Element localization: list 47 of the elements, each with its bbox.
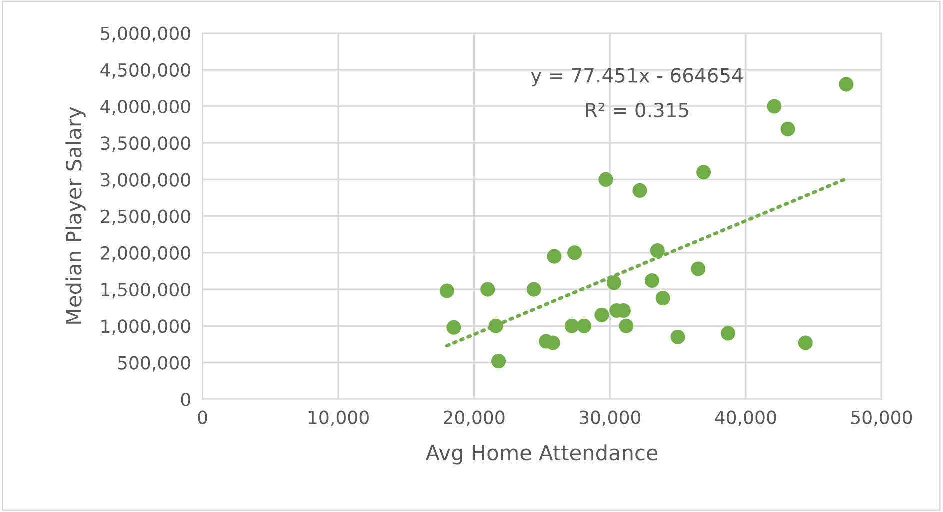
point [644,273,660,288]
x-tick-label: 50,000 [852,410,912,426]
point [568,246,582,260]
point [577,318,592,334]
y-tick-label: 1,500,000 [102,282,190,298]
x-tick-label: 10,000 [308,410,369,426]
point [480,282,496,297]
point [767,99,782,114]
y-tick-label: 2,500,000 [101,210,190,226]
point [839,77,854,92]
x-tick-label: 0 [198,410,208,424]
point [632,183,648,198]
x-tick-label: 20,000 [444,410,505,426]
point [619,318,634,334]
y-tick-label: 5,000,000 [101,26,190,42]
point [547,249,562,264]
point [780,122,796,136]
x-tick-label: 30,000 [580,410,641,426]
y-tick-label: 4,000,000 [100,100,190,116]
point [650,243,665,258]
point [526,282,542,297]
y-tick-label: 3,000,000 [101,173,190,189]
point [720,326,736,341]
point [594,308,610,322]
point [656,291,670,306]
point [598,172,614,187]
point [696,165,712,180]
y-tick-label: 4,500,000 [100,63,190,79]
point [446,320,462,335]
x-axis-title: Avg Home Attendance [426,444,658,465]
annotation: R² = 0.315 [586,102,688,118]
y-axis-title: Median Player Salary [66,107,86,324]
y-tick-label: 3,500,000 [101,136,190,152]
point [440,284,454,298]
point [564,318,580,334]
y-tick-label: 2,000,000 [101,246,190,262]
annotation: y = 77.451x - 664654 [531,68,743,87]
x-tick-label: 40,000 [715,410,776,426]
point [606,276,622,290]
point [798,336,813,350]
y-tick-label: 1,000,000 [102,320,190,336]
y-tick-label: 0 [181,392,190,406]
point [488,318,504,334]
point [491,354,506,369]
point [670,330,686,344]
point [691,262,706,276]
y-tick-label: 500,000 [118,356,190,372]
